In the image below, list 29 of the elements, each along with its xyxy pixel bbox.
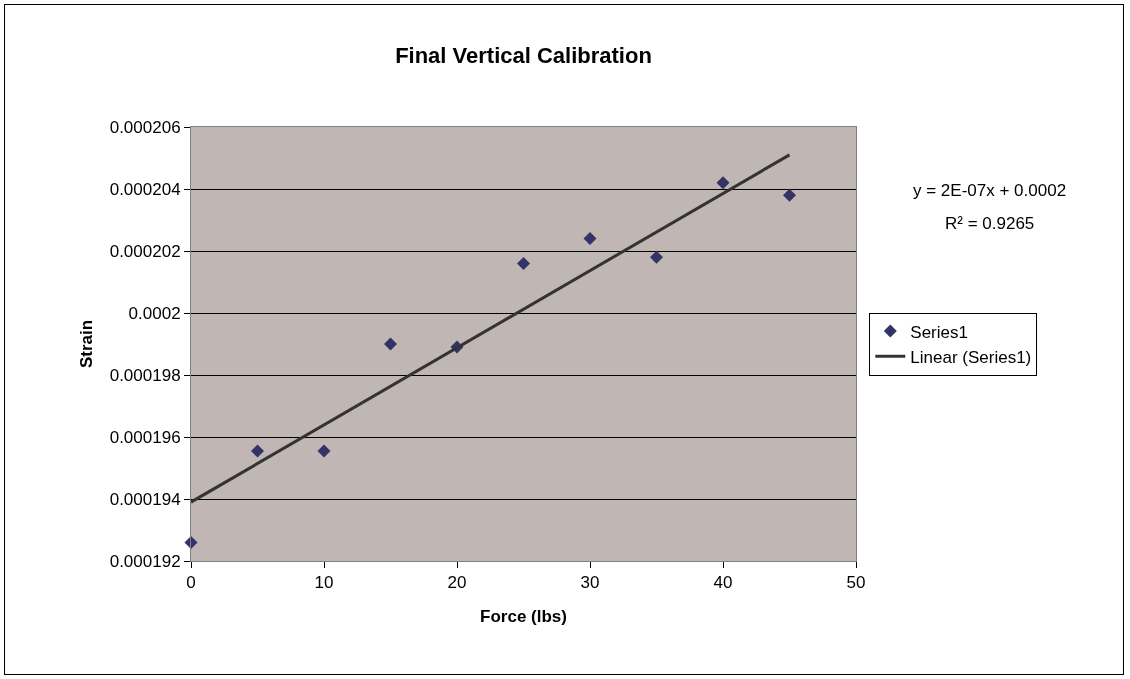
point bbox=[650, 250, 663, 264]
x-tick-label: 40 bbox=[713, 573, 733, 593]
point bbox=[783, 188, 796, 202]
x-axis-title: Force (lbs) bbox=[480, 606, 567, 626]
point bbox=[583, 232, 597, 246]
chart-title: Final Vertical Calibration bbox=[395, 42, 652, 68]
point bbox=[716, 176, 730, 190]
point bbox=[517, 256, 530, 270]
y-axis-title: Strain bbox=[77, 319, 97, 369]
x-tick-label: 30 bbox=[580, 573, 600, 593]
x-tick-label: 20 bbox=[447, 573, 467, 593]
x-tick-label: 10 bbox=[314, 573, 334, 593]
y-tick-label: 0.000204 bbox=[109, 179, 181, 199]
y-tick-label: 0.000194 bbox=[109, 489, 181, 509]
x-tick-label: 0 bbox=[186, 573, 196, 593]
legend-label: Linear (Series1) bbox=[910, 347, 1032, 367]
y-tick-label: 0.000192 bbox=[109, 551, 181, 571]
x-tick-label: 50 bbox=[846, 573, 866, 593]
point bbox=[384, 337, 397, 351]
y-tick-label: 0.000198 bbox=[109, 365, 181, 385]
y-tick-label: 0.000206 bbox=[109, 117, 181, 137]
legend-label: Series1 bbox=[910, 322, 968, 342]
y-tick-label: 0.0002 bbox=[128, 303, 181, 323]
y-tick-label: 0.000202 bbox=[109, 241, 181, 261]
y-tick-label: 0.000196 bbox=[109, 427, 181, 447]
text: R² = 0.9265 bbox=[945, 214, 1035, 233]
point bbox=[251, 444, 264, 458]
text: y = 2E-07x + 0.0002 bbox=[913, 181, 1067, 200]
point bbox=[317, 444, 331, 458]
